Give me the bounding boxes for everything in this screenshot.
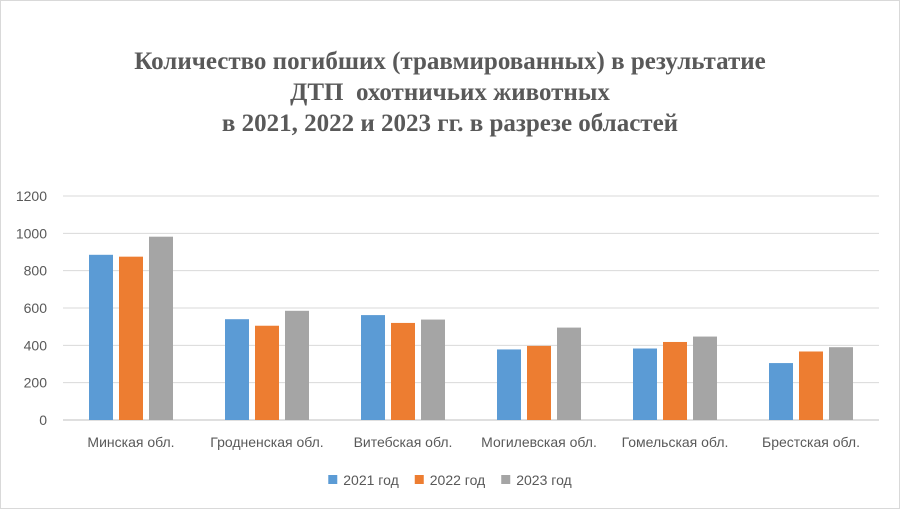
y-tick-label: 600: [24, 300, 48, 316]
x-category-label: Гродненская обл.: [210, 434, 323, 450]
legend-label: 2021 год: [343, 472, 398, 488]
bar: [361, 315, 385, 420]
bar: [497, 349, 521, 420]
y-tick-label: 1000: [16, 225, 47, 241]
bar: [119, 256, 143, 420]
chart-title-line-1: Количество погибших (травмированных) в р…: [134, 48, 766, 75]
x-category-label: Брестская обл.: [762, 434, 860, 450]
x-category-label: Гомельская обл.: [622, 434, 729, 450]
bar: [829, 347, 853, 420]
chart-title: Количество погибших (травмированных) в р…: [0, 46, 900, 139]
y-tick-label: 400: [24, 337, 48, 353]
legend-swatch: [414, 475, 424, 484]
bar: [693, 336, 717, 420]
bar: [89, 254, 113, 420]
x-category-label: Витебская обл.: [354, 434, 453, 450]
y-tick-label: 800: [24, 263, 48, 279]
bar: [557, 327, 581, 420]
x-category-label: Минская обл.: [87, 434, 174, 450]
y-tick-label: 0: [39, 412, 47, 428]
bar: [769, 363, 793, 420]
chart-title-line-2: ДТП охотничьих животных: [290, 79, 610, 106]
legend-swatch: [501, 475, 511, 484]
legend-swatch: [328, 475, 338, 484]
bar: [527, 345, 551, 420]
bar: [255, 325, 279, 420]
bar: [633, 348, 657, 420]
chart-title-line-3: в 2021, 2022 и 2023 гг. в разрезе област…: [221, 110, 679, 137]
x-category-label: Могилевская обл.: [481, 434, 597, 450]
bar: [421, 319, 445, 420]
legend-label: 2023 год: [516, 472, 571, 488]
bar: [285, 310, 309, 420]
bar: [799, 351, 823, 420]
y-tick-label: 1200: [16, 188, 47, 204]
bar: [663, 341, 687, 420]
bar: [225, 319, 249, 420]
legend-label: 2022 год: [430, 472, 485, 488]
y-tick-label: 200: [24, 375, 48, 391]
bar: [391, 322, 415, 420]
bar: [149, 236, 173, 420]
